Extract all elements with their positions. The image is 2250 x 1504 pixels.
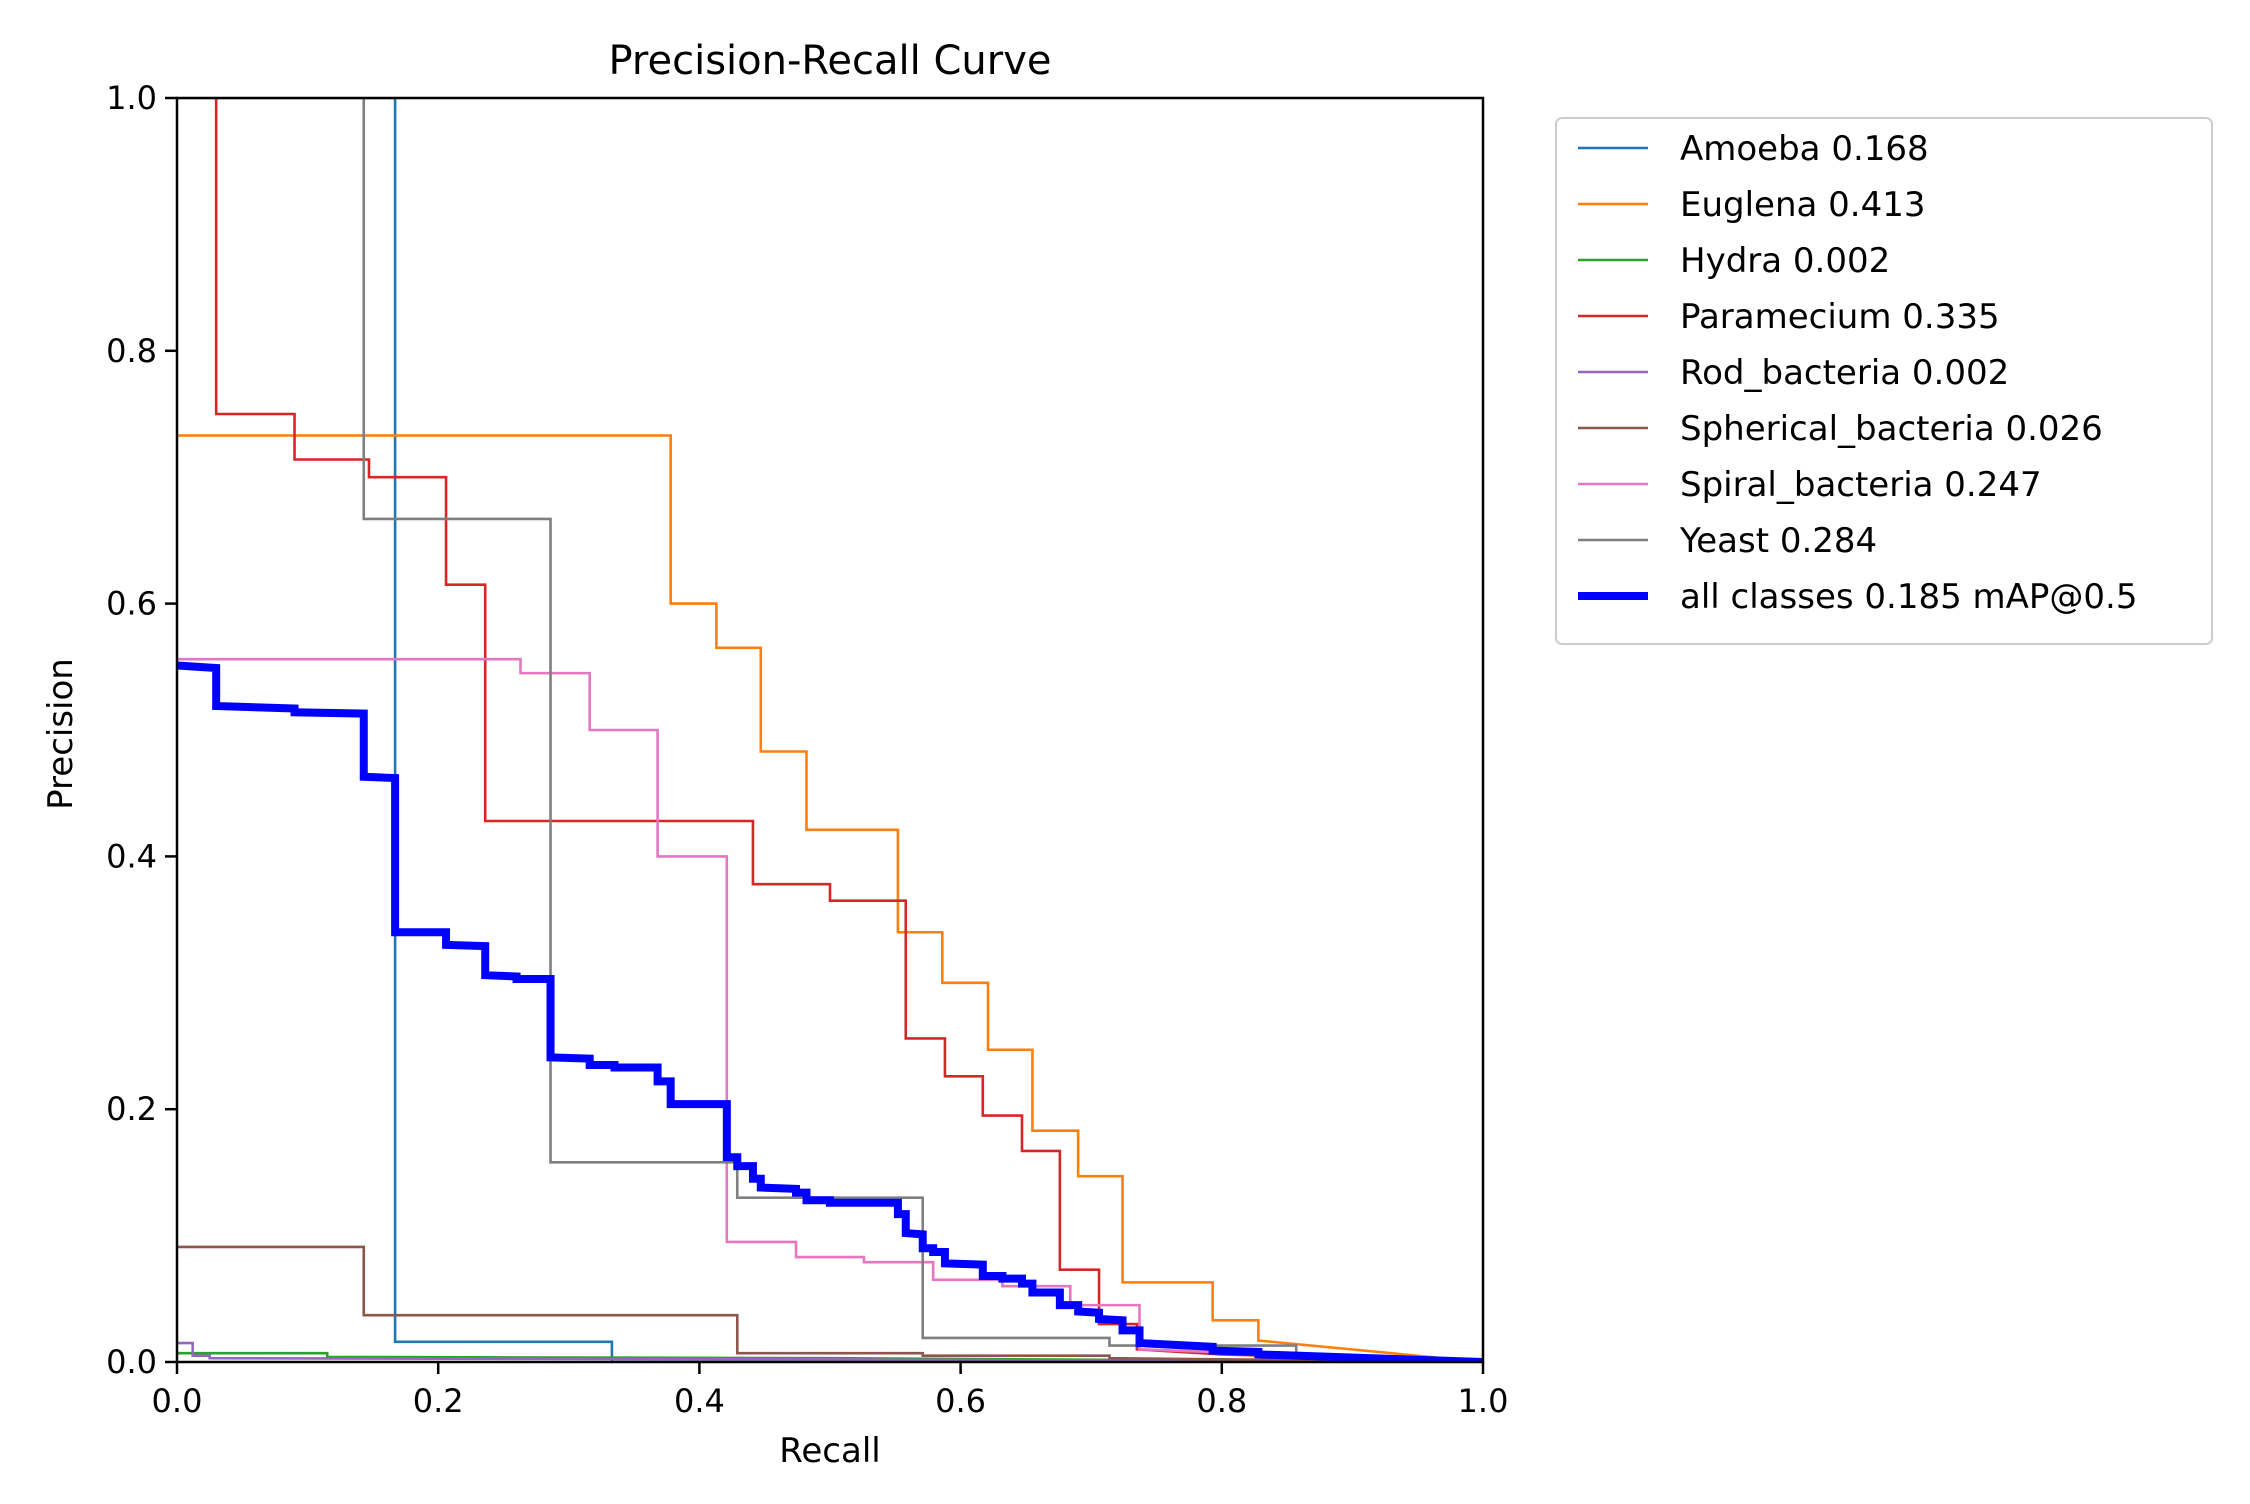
y-axis-label: Precision xyxy=(41,658,81,810)
legend-entry-0: Amoeba 0.168 xyxy=(1680,129,1929,169)
series-line-0 xyxy=(177,98,1483,1362)
x-axis-label: Recall xyxy=(779,1431,880,1471)
legend-entry-1: Euglena 0.413 xyxy=(1680,185,1926,225)
y-tick-label: 0.4 xyxy=(106,837,157,875)
y-tick-label: 1.0 xyxy=(106,79,157,117)
legend-entry-5: Spherical_bacteria 0.026 xyxy=(1680,409,2103,449)
series-line-5 xyxy=(177,1245,1483,1362)
legend-entry-3: Paramecium 0.335 xyxy=(1680,297,2000,337)
series-line-1 xyxy=(177,434,1483,1362)
y-axis: 0.0 0.2 0.4 0.6 0.8 1.0 xyxy=(106,79,177,1381)
chart-title: Precision-Recall Curve xyxy=(609,38,1052,84)
legend-entry-2: Hydra 0.002 xyxy=(1680,241,1890,281)
series-line-3 xyxy=(214,98,1483,1362)
series-line-4 xyxy=(177,1341,1483,1362)
y-tick-label: 0.2 xyxy=(106,1090,157,1128)
y-tick-label: 0.8 xyxy=(106,332,157,370)
series-layer xyxy=(177,98,1483,1362)
legend-entry-7: Yeast 0.284 xyxy=(1679,521,1877,561)
series-line-6 xyxy=(177,657,1483,1362)
x-axis: 0.0 0.2 0.4 0.6 0.8 1.0 xyxy=(152,1362,1509,1420)
x-tick-label: 0.4 xyxy=(674,1382,725,1420)
x-tick-label: 1.0 xyxy=(1458,1382,1509,1420)
x-tick-label: 0.0 xyxy=(152,1382,203,1420)
series-line-7 xyxy=(362,98,1483,1362)
legend-entry-4: Rod_bacteria 0.002 xyxy=(1680,353,2009,393)
x-tick-label: 0.6 xyxy=(935,1382,986,1420)
legend: Amoeba 0.168 Euglena 0.413 Hydra 0.002 Para… xyxy=(1555,117,2213,645)
plot-frame xyxy=(175,96,1485,1364)
y-tick-label: 0.0 xyxy=(106,1343,157,1381)
legend-entry-6: Spiral_bacteria 0.247 xyxy=(1680,465,2042,505)
x-tick-label: 0.2 xyxy=(413,1382,464,1420)
x-tick-label: 0.8 xyxy=(1196,1382,1247,1420)
legend-box xyxy=(1555,117,2213,645)
series-line-8 xyxy=(177,661,1483,1362)
y-tick-label: 0.6 xyxy=(106,585,157,623)
legend-entry-8: all classes 0.185 mAP@0.5 xyxy=(1680,577,2137,617)
